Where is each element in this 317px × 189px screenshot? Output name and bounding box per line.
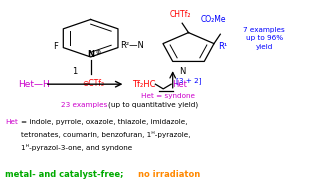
Text: CO₂Me: CO₂Me [201, 15, 227, 24]
Text: (up to quantitative yield): (up to quantitative yield) [108, 101, 198, 108]
Text: Het—H: Het—H [18, 80, 50, 89]
Text: R²—N: R²—N [120, 41, 144, 50]
Text: Het = syndone: Het = syndone [141, 93, 195, 99]
Text: N: N [87, 50, 94, 59]
Text: Tf₂HC: Tf₂HC [132, 80, 155, 89]
Text: [3 + 2]: [3 + 2] [176, 77, 201, 84]
Text: N: N [179, 67, 185, 76]
Text: Het: Het [172, 80, 187, 89]
Text: no irradiaton: no irradiaton [138, 170, 200, 179]
Text: ⊕: ⊕ [96, 50, 101, 55]
Text: metal- and catalyst-free;: metal- and catalyst-free; [5, 170, 127, 179]
Text: 1: 1 [72, 67, 77, 77]
Text: ⊖CTf₂: ⊖CTf₂ [83, 79, 105, 88]
Text: tetronates, coumarin, benzofuran, 1⁠ᴴ-pyrazole,: tetronates, coumarin, benzofuran, 1⁠ᴴ-py… [21, 131, 190, 138]
Text: 1⁠ᴴ-pyrazol-3-one, and syndone: 1⁠ᴴ-pyrazol-3-one, and syndone [21, 144, 132, 151]
Text: 23 examples: 23 examples [61, 102, 109, 108]
Text: Het: Het [5, 119, 18, 125]
Text: F: F [53, 42, 58, 51]
Text: = indole, pyrrole, oxazole, thiazole, imidazole,: = indole, pyrrole, oxazole, thiazole, im… [21, 119, 187, 125]
Text: CHTf₂: CHTf₂ [170, 10, 191, 19]
Text: 7 examples
up to 96%
yield: 7 examples up to 96% yield [243, 27, 285, 50]
Text: R¹: R¹ [218, 42, 228, 51]
